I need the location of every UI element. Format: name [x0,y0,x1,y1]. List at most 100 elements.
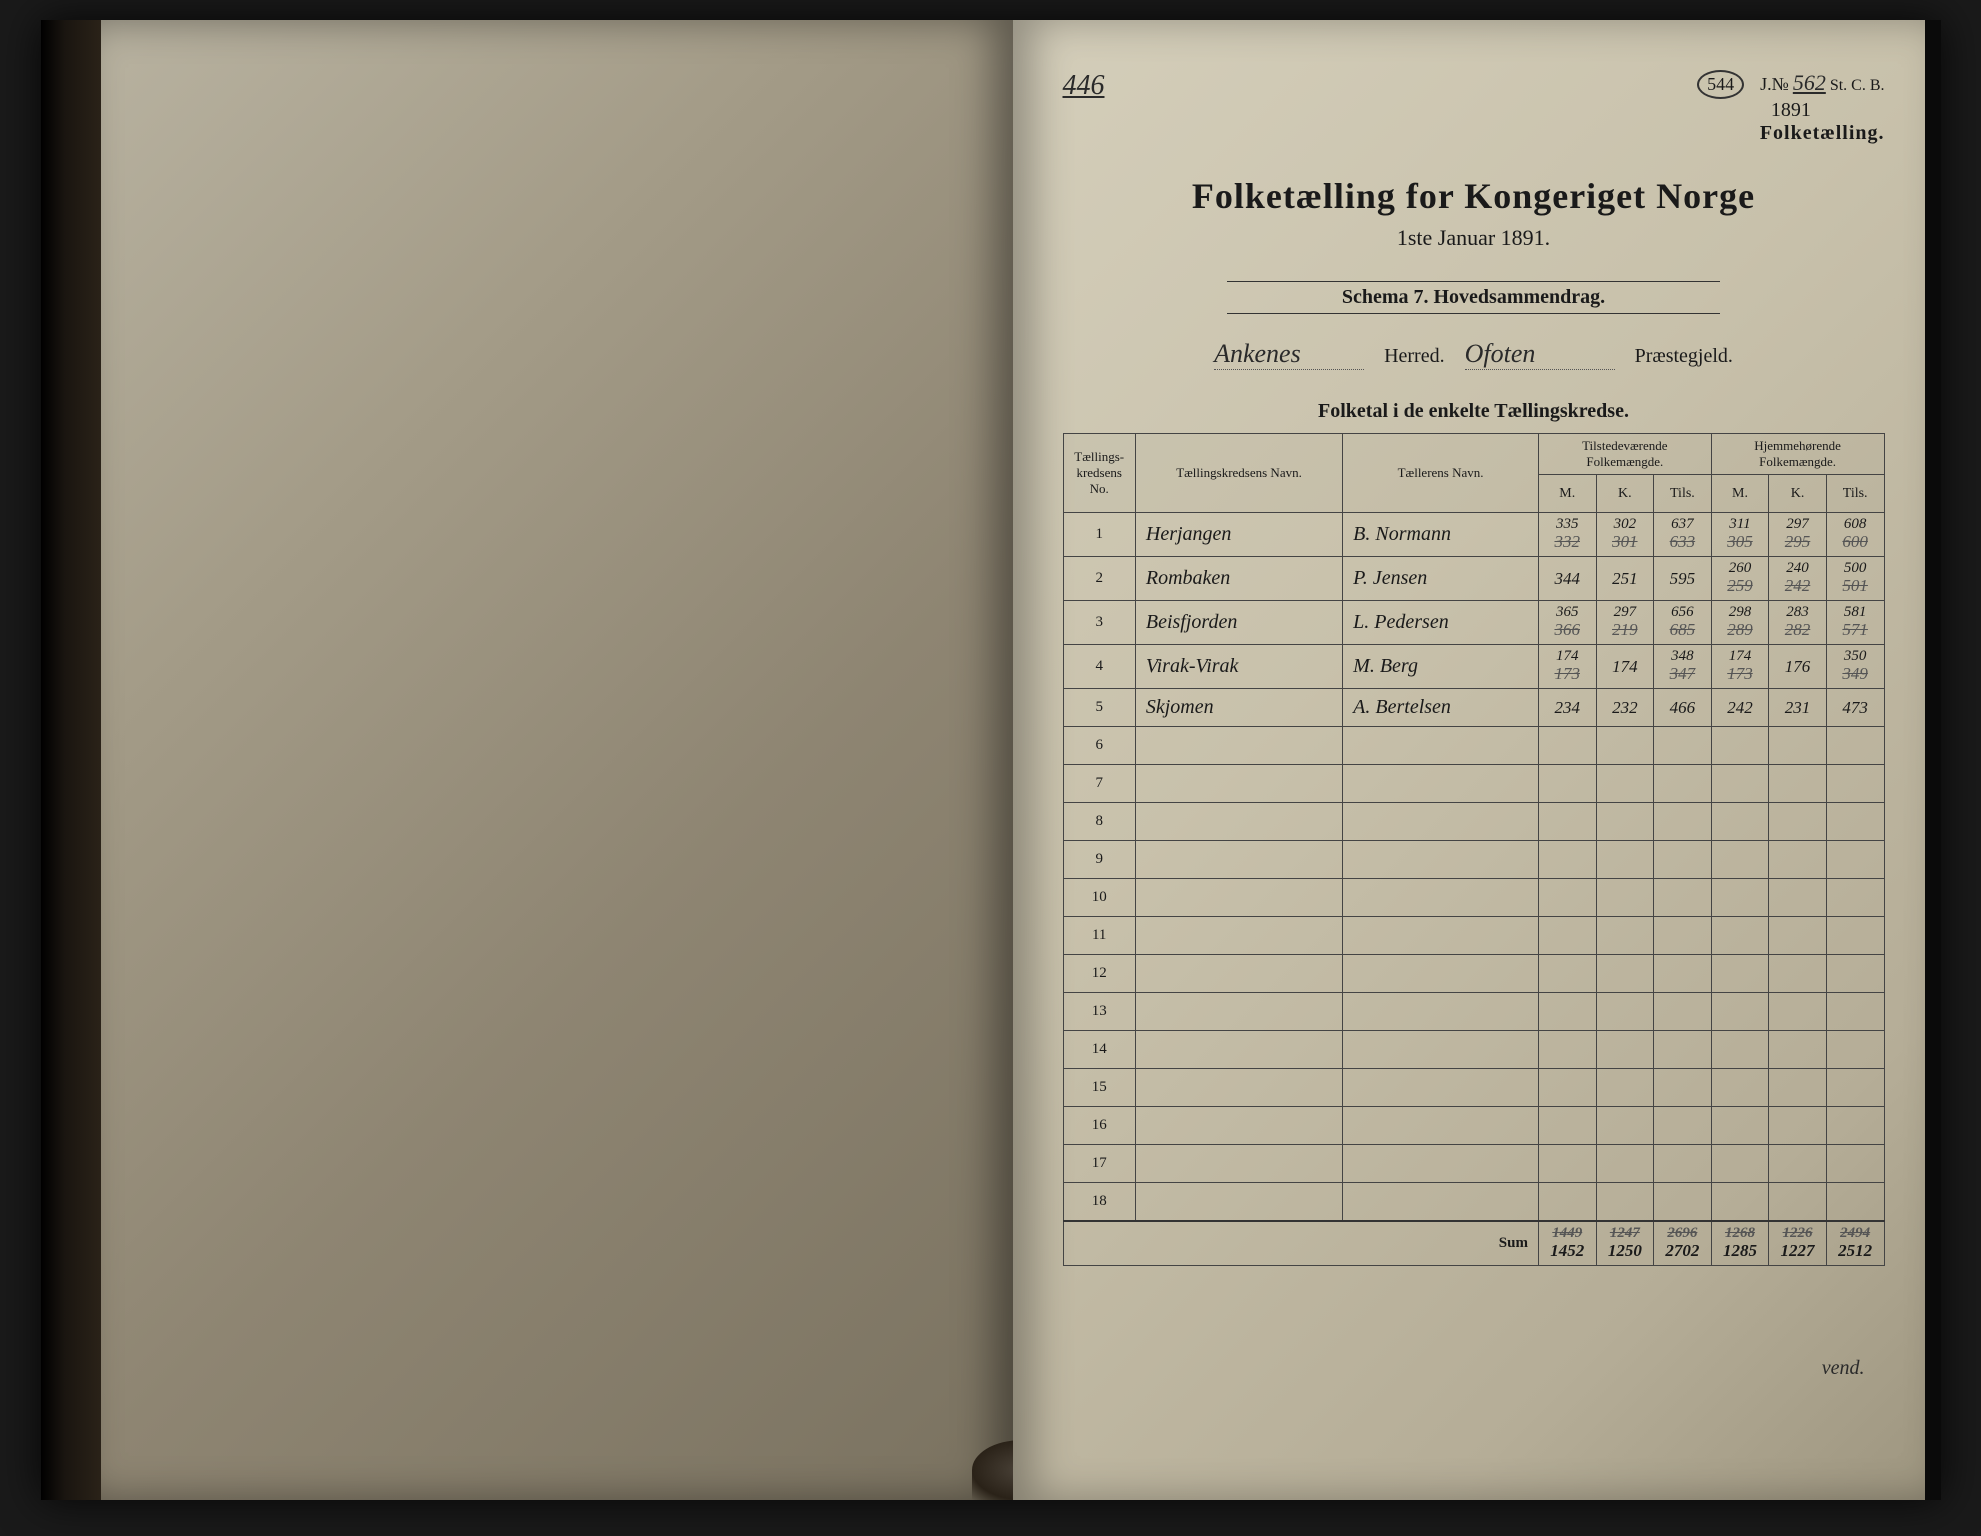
row-k1 [1596,1145,1654,1183]
table-row: 16 [1063,1107,1884,1145]
row-name [1135,1183,1342,1221]
row-t2 [1826,765,1884,803]
row-m2 [1711,1145,1769,1183]
col-t2: Tils. [1826,475,1884,513]
row-name [1135,803,1342,841]
row-no: 15 [1063,1069,1135,1107]
row-k1 [1596,955,1654,993]
row-t1 [1654,841,1712,879]
row-t2 [1826,841,1884,879]
row-teller [1343,955,1539,993]
table-row: 3 Beisfjorden L. Pedersen 365366 297219 … [1063,601,1884,645]
row-t1 [1654,993,1712,1031]
row-k2 [1769,841,1827,879]
row-k2 [1769,917,1827,955]
row-m2 [1711,841,1769,879]
table-row: 8 [1063,803,1884,841]
row-m2: 260259 [1711,557,1769,601]
row-k1 [1596,1183,1654,1221]
row-t1: 466 [1654,689,1712,727]
row-name [1135,841,1342,879]
row-teller [1343,841,1539,879]
row-k2 [1769,955,1827,993]
col-k1: K. [1596,475,1654,513]
sum-t1: 26962702 [1654,1221,1712,1266]
row-t2 [1826,1107,1884,1145]
row-teller [1343,765,1539,803]
row-t1 [1654,1069,1712,1107]
sum-t2: 24942512 [1826,1221,1884,1266]
row-name [1135,1107,1342,1145]
row-k1: 251 [1596,557,1654,601]
table-row: 2 Rombaken P. Jensen 344 251 595 260259 … [1063,557,1884,601]
row-teller [1343,1069,1539,1107]
row-m2 [1711,727,1769,765]
row-t1: 656685 [1654,601,1712,645]
row-m1 [1538,1145,1596,1183]
row-t1: 595 [1654,557,1712,601]
row-teller [1343,727,1539,765]
row-teller: P. Jensen [1343,557,1539,601]
row-t2 [1826,1183,1884,1221]
col-t1: Tils. [1654,475,1712,513]
row-teller [1343,993,1539,1031]
row-t2: 350349 [1826,645,1884,689]
row-t2 [1826,727,1884,765]
row-no: 8 [1063,803,1135,841]
row-name: Beisfjorden [1135,601,1342,645]
row-k1: 297219 [1596,601,1654,645]
row-m2 [1711,765,1769,803]
date-line: 1ste Januar 1891. [1063,225,1885,251]
parish-label: Præstegjeld. [1635,345,1733,368]
row-k2: 240242 [1769,557,1827,601]
row-k1 [1596,879,1654,917]
row-m2 [1711,993,1769,1031]
row-k1 [1596,841,1654,879]
row-m1 [1538,1031,1596,1069]
row-t1: 348347 [1654,645,1712,689]
jno-label: J.№ [1760,74,1789,94]
row-m1: 344 [1538,557,1596,601]
stamp-text: Folketælling. [1697,122,1884,145]
table-row: 18 [1063,1183,1884,1221]
row-t2 [1826,917,1884,955]
row-name [1135,917,1342,955]
row-t2 [1826,1031,1884,1069]
row-name [1135,765,1342,803]
table-row: 7 [1063,765,1884,803]
book-spine [41,20,101,1500]
col-group-resident: Hjemmehørende Folkemængde. [1711,434,1884,475]
row-k2 [1769,765,1827,803]
row-m1 [1538,765,1596,803]
row-no: 2 [1063,557,1135,601]
row-m1 [1538,993,1596,1031]
row-no: 1 [1063,513,1135,557]
row-m2 [1711,917,1769,955]
table-row: 1 Herjangen B. Normann 335332 302301 637… [1063,513,1884,557]
sum-m1: 14491452 [1538,1221,1596,1266]
row-no: 12 [1063,955,1135,993]
row-name [1135,1145,1342,1183]
right-page: 446 544 J.№ 562 St. C. B. 1891 Folketæll… [1013,20,1925,1500]
row-name: Herjangen [1135,513,1342,557]
row-teller [1343,1031,1539,1069]
open-book: 446 544 J.№ 562 St. C. B. 1891 Folketæll… [41,20,1941,1500]
row-k1 [1596,1107,1654,1145]
row-name: Rombaken [1135,557,1342,601]
row-no: 3 [1063,601,1135,645]
schema-line: Schema 7. Hovedsammendrag. [1227,281,1720,314]
herred-label: Herred. [1384,345,1445,368]
row-m1 [1538,1183,1596,1221]
row-no: 7 [1063,765,1135,803]
row-m1 [1538,803,1596,841]
row-k2 [1769,1145,1827,1183]
row-m2 [1711,1031,1769,1069]
row-teller [1343,917,1539,955]
row-k2 [1769,727,1827,765]
row-teller [1343,1107,1539,1145]
row-k1 [1596,727,1654,765]
row-m2 [1711,1107,1769,1145]
row-name: Skjomen [1135,689,1342,727]
row-k1 [1596,1031,1654,1069]
row-m2 [1711,1069,1769,1107]
